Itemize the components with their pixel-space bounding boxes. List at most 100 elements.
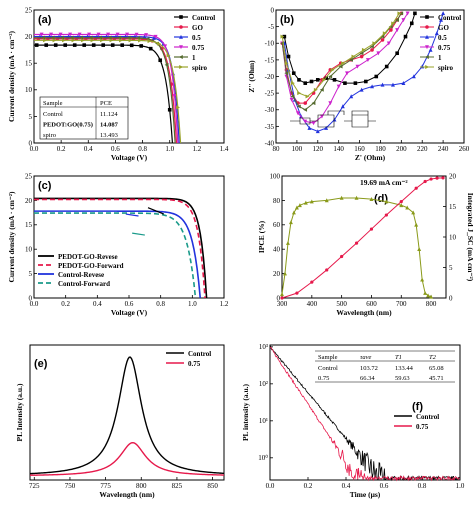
table-cell: Control: [318, 365, 338, 372]
x-tick-label: 0.4: [342, 482, 351, 490]
data-point: [58, 32, 63, 37]
legend-label: Control: [438, 14, 461, 22]
x-tick-label: 0.0: [30, 145, 39, 153]
data-point: [349, 57, 353, 62]
legend-label: 1: [438, 54, 442, 62]
data-point: [399, 200, 403, 204]
x-tick-label: 850: [207, 482, 218, 490]
jsc-annotation: 19.69 mA cm⁻²: [360, 178, 408, 187]
panel-label: (c): [38, 180, 52, 192]
legend-marker: [425, 25, 429, 29]
data-point: [303, 101, 308, 105]
data-point: [359, 51, 364, 56]
data-point: [403, 34, 408, 39]
data-point: [286, 54, 291, 59]
y-tick-label: 25: [25, 6, 33, 14]
data-point: [88, 35, 93, 40]
table-cell: 11.124: [100, 111, 118, 118]
data-point: [119, 38, 124, 43]
data-point: [100, 38, 105, 43]
data-point: [91, 43, 96, 47]
data-point: [336, 84, 341, 89]
data-point: [345, 71, 350, 76]
data-point: [81, 38, 86, 43]
x-tick-label: 160: [354, 145, 365, 153]
panel-label: (b): [280, 14, 294, 26]
table-cell: Control: [43, 111, 63, 118]
data-point: [90, 38, 95, 43]
series-Control: [282, 11, 417, 85]
table-cell: 13.493: [100, 132, 118, 139]
data-point: [77, 32, 82, 37]
data-point: [380, 82, 385, 87]
data-point: [354, 195, 359, 200]
series-1: [280, 11, 404, 112]
x-tick-label: 0.8: [156, 300, 165, 308]
data-point: [319, 87, 324, 92]
legend-label: spiro: [438, 64, 454, 72]
data-point: [63, 43, 68, 47]
y-axis-label: IPCE (%): [257, 220, 266, 253]
y-tick-label: 0: [277, 294, 281, 302]
series-0.75: [34, 32, 179, 144]
x-tick-label: 0.8: [138, 145, 147, 153]
legend-label: 1: [192, 54, 196, 62]
data-point: [303, 107, 308, 112]
table-header: τave: [360, 354, 371, 361]
y-tick-label: 60: [273, 221, 281, 229]
data-point: [289, 97, 294, 102]
data-point: [284, 61, 289, 66]
y-tick-label: 100: [270, 172, 281, 180]
x-axis-label: Z' (Ohm): [355, 153, 386, 162]
legend-label: Control: [188, 350, 211, 358]
data-point: [324, 125, 329, 130]
series-line: [283, 13, 444, 132]
x-tick-label: 260: [459, 145, 470, 153]
data-point: [310, 280, 314, 284]
table-cell: 65.08: [429, 365, 444, 372]
y-tick-label: 15: [25, 60, 33, 68]
data-point: [49, 32, 54, 37]
y-tick-label: -15: [265, 56, 275, 64]
legend-marker: [425, 45, 429, 50]
data-point: [311, 101, 316, 106]
data-point: [290, 81, 295, 86]
data-point: [380, 38, 385, 42]
data-point: [157, 41, 162, 46]
data-point: [395, 28, 400, 33]
data-point: [53, 43, 58, 47]
data-point: [110, 43, 115, 47]
legend-label: 0.75: [188, 360, 201, 368]
data-point: [96, 32, 101, 37]
data-point: [142, 34, 147, 39]
y2-tick-label: 0: [449, 294, 453, 302]
data-point: [428, 47, 433, 52]
x-tick-label: 0.4: [93, 300, 102, 308]
data-point: [394, 17, 399, 22]
y-tick-label: 0: [271, 6, 275, 14]
series-line: [281, 13, 402, 104]
series-Control: [34, 43, 174, 144]
y-tick-label: 10¹: [259, 417, 268, 425]
data-point: [389, 28, 393, 32]
x-tick-label: 0.0: [30, 300, 39, 308]
legend-marker: [179, 45, 183, 50]
data-point: [313, 87, 318, 92]
data-point: [109, 38, 114, 43]
y2-axis-label: Integrated J_SC (mA cm⁻²): [466, 193, 474, 282]
chart-panel-b: 80 100 120 140 160 180 200 220 240 260 -40 -35 -30 -2…: [247, 6, 470, 162]
plot-frame: [33, 9, 225, 144]
x-axis-label: Voltage (V): [111, 308, 148, 317]
y-axis-label: Current density (mA · cm⁻²): [7, 30, 16, 122]
table-cell: 103.72: [360, 365, 378, 372]
data-point: [354, 241, 359, 245]
legend-label: Control: [416, 413, 439, 421]
legend-marker: [425, 65, 430, 69]
data-point: [280, 296, 284, 300]
series-line: [34, 33, 179, 144]
y-tick-label: 20: [25, 197, 33, 205]
chart-panel-a: 0.0 0.2 0.4 0.6 0.8 1.0 1.2 1.4 0 5 10 15 20 25 Voltag…: [7, 6, 229, 162]
legend-label: 0.75: [438, 44, 451, 52]
x-tick-label: 80: [273, 145, 281, 153]
